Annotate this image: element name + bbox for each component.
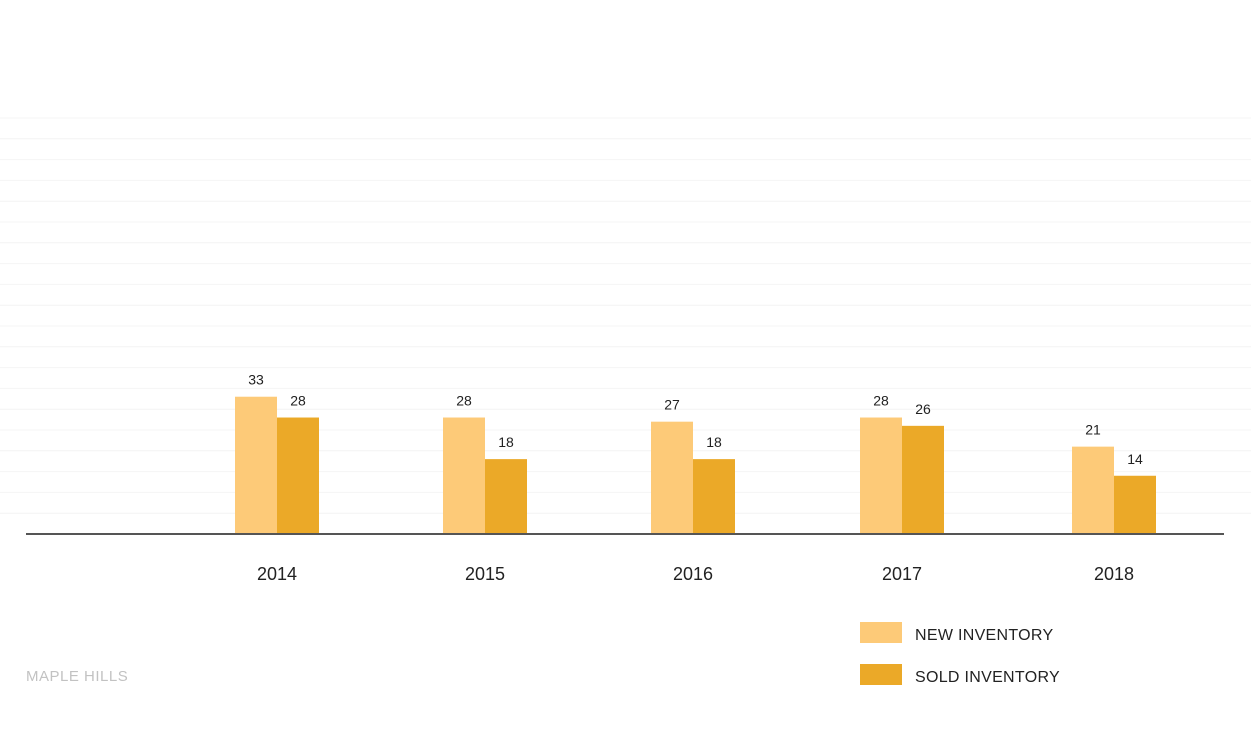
bar-new-inventory-2018: [1072, 446, 1114, 534]
bar-group-2016: 27 18: [651, 397, 735, 534]
bar-group-2017: 28 26: [860, 393, 944, 534]
bar-group-2015: 28 18: [443, 393, 527, 534]
bar-new-inventory-2014: [235, 396, 277, 534]
data-label-new-2017: 28: [873, 393, 889, 409]
footer-label: MAPLE HILLS: [26, 668, 129, 685]
data-label-new-2016: 27: [664, 397, 680, 413]
data-label-sold-2015: 18: [498, 434, 514, 450]
legend-label-new-inventory: NEW INVENTORY: [915, 627, 1054, 644]
data-label-sold-2014: 28: [290, 393, 306, 409]
data-label-sold-2016: 18: [706, 434, 722, 450]
bar-new-inventory-2016: [651, 421, 693, 534]
x-tick-label-2018: 2018: [1094, 564, 1134, 584]
data-label-new-2018: 21: [1085, 422, 1101, 438]
bar-group-2014: 33 28: [235, 372, 319, 534]
legend-label-sold-inventory: SOLD INVENTORY: [915, 669, 1060, 686]
data-label-sold-2018: 14: [1127, 451, 1143, 467]
legend-swatch-sold-inventory: [860, 664, 902, 685]
x-tick-label-2016: 2016: [673, 564, 713, 584]
x-tick-label-2014: 2014: [257, 564, 297, 584]
bar-new-inventory-2015: [443, 417, 485, 534]
data-label-sold-2017: 26: [915, 401, 931, 417]
gridlines: [0, 117, 1251, 514]
bar-group-2018: 21 14: [1072, 422, 1156, 534]
bar-sold-inventory-2015: [485, 459, 527, 534]
bar-sold-inventory-2017: [902, 425, 944, 534]
bar-sold-inventory-2014: [277, 417, 319, 534]
bar-sold-inventory-2016: [693, 459, 735, 534]
data-label-new-2014: 33: [248, 372, 264, 388]
x-tick-label-2015: 2015: [465, 564, 505, 584]
bar-new-inventory-2017: [860, 417, 902, 534]
bar-sold-inventory-2018: [1114, 475, 1156, 534]
data-label-new-2015: 28: [456, 393, 472, 409]
legend-swatch-new-inventory: [860, 622, 902, 643]
x-tick-label-2017: 2017: [882, 564, 922, 584]
